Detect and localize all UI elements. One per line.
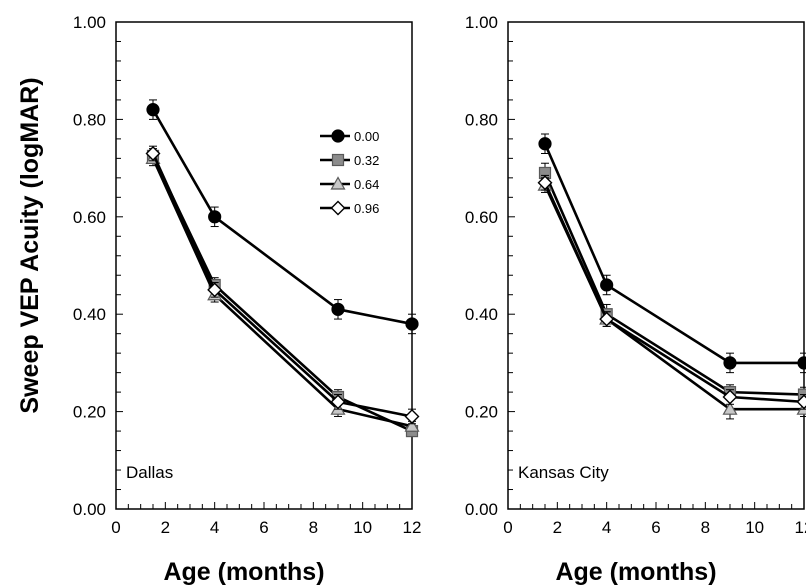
data-point: [207, 282, 223, 298]
series-0.00: [146, 99, 419, 335]
data-point: [537, 175, 553, 191]
data-point: [538, 137, 552, 151]
panel-label: Kansas City: [518, 463, 609, 482]
data-point: [404, 408, 420, 424]
series-line: [543, 184, 804, 411]
legend-marker: [331, 153, 345, 167]
series-line: [543, 143, 804, 365]
data-point: [405, 317, 419, 331]
y-tick-label: 0.20: [73, 403, 106, 422]
legend-entry: 0.00: [320, 129, 379, 144]
legend-entry: 0.64: [320, 176, 379, 192]
legend-label: 0.64: [354, 177, 379, 192]
y-tick-label: 0.00: [465, 500, 498, 519]
series-0.96: [537, 174, 806, 410]
y-tick-label: 0.60: [73, 208, 106, 227]
series-line: [543, 182, 805, 404]
legend-label: 0.96: [354, 201, 379, 216]
data-point: [208, 210, 222, 224]
data-point: [330, 394, 346, 410]
y-axis-title: Sweep VEP Acuity (logMAR): [16, 77, 44, 413]
series-line: [151, 109, 413, 326]
data-point: [146, 103, 160, 117]
y-tick-label: 0.00: [73, 500, 106, 519]
series-line: [151, 155, 413, 433]
panel-label: Dallas: [126, 463, 173, 482]
series-0.64: [537, 177, 806, 420]
y-tick-label: 1.00: [73, 13, 106, 32]
plot-frame: [507, 21, 805, 510]
data-point: [600, 278, 614, 292]
y-tick-label: 0.60: [465, 208, 498, 227]
series-line: [543, 172, 805, 396]
series-0.96: [145, 145, 420, 425]
x-tick-label: 2: [161, 518, 170, 537]
data-point: [796, 394, 806, 410]
legend-marker: [331, 129, 345, 143]
legend: 0.00 0.32 0.64 0.96: [320, 129, 379, 216]
panel-1: 0 2 4 6 8 10 12 0.00 0.20 0.40 0.60 0.80 1.00 Age (mo…: [16, 13, 421, 586]
series-0.00: [538, 133, 806, 374]
y-tick-label: 0.20: [465, 403, 498, 422]
data-point: [404, 418, 420, 432]
series-line: [151, 157, 413, 428]
data-point: [599, 311, 615, 327]
legend-entry: 0.96: [320, 200, 379, 216]
x-tick-label: 10: [353, 518, 372, 537]
x-tick-label: 0: [111, 518, 120, 537]
data-point: [723, 356, 737, 370]
y-tick-label: 0.80: [73, 110, 106, 129]
data-point: [797, 356, 806, 370]
x-tick-label: 10: [745, 518, 764, 537]
data-point: [331, 302, 345, 316]
x-tick-label: 12: [403, 518, 422, 537]
legend-entry: 0.32: [320, 153, 379, 168]
legend-label: 0.32: [354, 153, 379, 168]
legend-marker: [330, 200, 346, 216]
series-line: [151, 152, 413, 418]
x-axis-title: Age (months): [163, 558, 324, 586]
y-tick-label: 0.40: [73, 305, 106, 324]
y-tick-label: 0.40: [465, 305, 498, 324]
x-tick-label: 6: [259, 518, 268, 537]
x-tick-label: 6: [651, 518, 660, 537]
x-tick-label: 4: [602, 518, 611, 537]
y-tick-label: 1.00: [465, 13, 498, 32]
x-tick-label: 12: [795, 518, 806, 537]
x-tick-label: 4: [210, 518, 219, 537]
x-tick-label: 0: [503, 518, 512, 537]
data-point: [722, 401, 738, 415]
x-tick-label: 8: [701, 518, 710, 537]
legend-marker: [330, 176, 346, 190]
x-tick-label: 8: [309, 518, 318, 537]
y-tick-label: 0.80: [465, 110, 498, 129]
x-tick-label: 2: [553, 518, 562, 537]
x-axis-title: Age (months): [555, 558, 716, 586]
data-point: [145, 146, 161, 161]
plot-frame: [115, 21, 413, 510]
data-point: [722, 389, 738, 405]
legend-label: 0.00: [354, 129, 379, 144]
panel-2: 0 2 4 6 8 10 12 0.00 0.20 0.40 0.60 0.80 1.00 Age (mo…: [465, 13, 806, 586]
series-0.64: [145, 150, 420, 432]
